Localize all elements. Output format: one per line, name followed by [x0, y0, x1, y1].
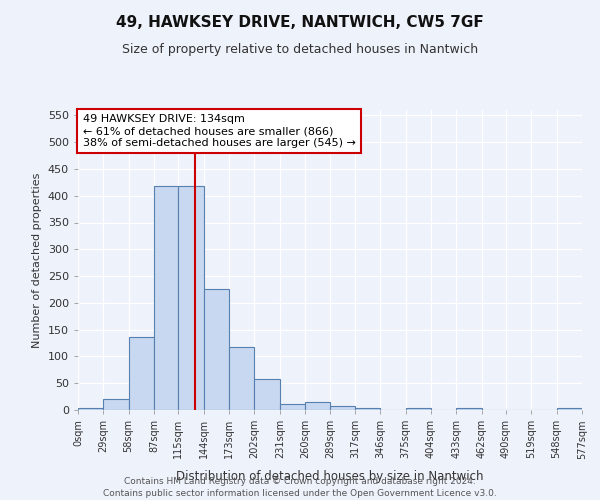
- Text: 49 HAWKSEY DRIVE: 134sqm
← 61% of detached houses are smaller (866)
38% of semi-: 49 HAWKSEY DRIVE: 134sqm ← 61% of detach…: [83, 114, 356, 148]
- Bar: [355, 408, 380, 410]
- Bar: [254, 379, 280, 410]
- Bar: [103, 400, 128, 410]
- Bar: [456, 408, 482, 410]
- Text: 49, HAWKSEY DRIVE, NANTWICH, CW5 7GF: 49, HAWKSEY DRIVE, NANTWICH, CW5 7GF: [116, 15, 484, 30]
- Bar: [280, 404, 305, 410]
- Bar: [154, 186, 178, 410]
- Y-axis label: Number of detached properties: Number of detached properties: [32, 172, 42, 348]
- Bar: [78, 408, 103, 410]
- Bar: [128, 336, 154, 410]
- Text: Contains public sector information licensed under the Open Government Licence v3: Contains public sector information licen…: [103, 489, 497, 498]
- Bar: [204, 290, 229, 410]
- X-axis label: Distribution of detached houses by size in Nantwich: Distribution of detached houses by size …: [176, 470, 484, 482]
- Bar: [557, 408, 582, 410]
- Text: Contains HM Land Registry data © Crown copyright and database right 2024.: Contains HM Land Registry data © Crown c…: [124, 478, 476, 486]
- Bar: [178, 186, 204, 410]
- Bar: [305, 402, 331, 410]
- Bar: [331, 406, 355, 410]
- Text: Size of property relative to detached houses in Nantwich: Size of property relative to detached ho…: [122, 42, 478, 56]
- Bar: [229, 348, 254, 410]
- Bar: [406, 408, 431, 410]
